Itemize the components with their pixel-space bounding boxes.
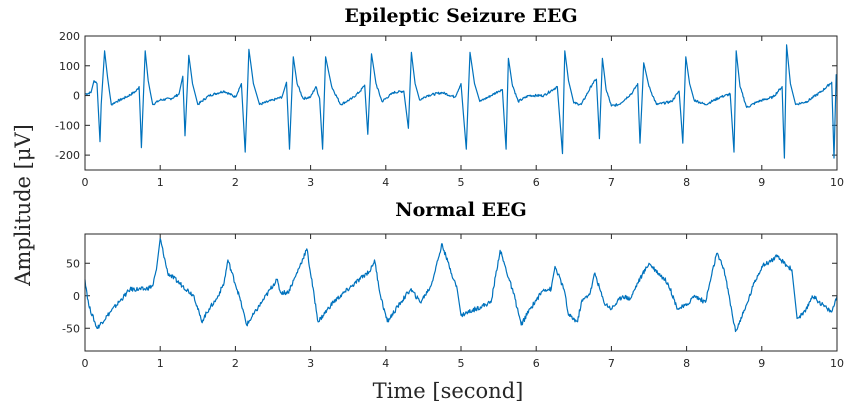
x-tick-label: 7 (608, 357, 615, 370)
x-tick-label: 8 (683, 357, 690, 370)
x-tick-label: 2 (232, 176, 239, 189)
x-tick-label: 2 (232, 357, 239, 370)
x-tick-label: 3 (307, 176, 314, 189)
x-tick-label: 5 (458, 357, 465, 370)
seizure-eeg-axes (84, 35, 838, 171)
normal-eeg-axes (84, 233, 838, 352)
x-tick-label: 0 (82, 357, 89, 370)
x-tick-label: 7 (608, 176, 615, 189)
x-tick-label: 1 (157, 176, 164, 189)
normal-eeg-panel: Normal EEG 0 1 2 3 4 5 6 7 8 9 10 50 0 -50 (62, 199, 844, 370)
x-tick-label: 9 (758, 357, 765, 370)
seizure-eeg-ticks: 0 1 2 3 4 5 6 7 8 9 10 200 100 0 -100 -200 (55, 30, 844, 189)
x-tick-label: 4 (382, 357, 389, 370)
x-tick-label: 6 (533, 176, 540, 189)
y-tick-label: 0 (73, 90, 80, 103)
x-tick-label: 10 (830, 176, 844, 189)
y-tick-label: 100 (59, 60, 80, 73)
normal-eeg-trace (84, 238, 838, 333)
y-tick-label: 50 (66, 257, 80, 270)
seizure-eeg-panel: Epileptic Seizure EEG 0 1 2 3 4 5 6 7 8 9 10 200 100… (55, 5, 844, 189)
x-tick-label: 4 (382, 176, 389, 189)
y-tick-label: -200 (55, 149, 80, 162)
x-tick-label: 0 (82, 176, 89, 189)
x-tick-label: 8 (683, 176, 690, 189)
y-axis-label: Amplitude [μV] (11, 124, 35, 287)
normal-eeg-ticks: 0 1 2 3 4 5 6 7 8 9 10 50 0 -50 (62, 234, 844, 370)
y-tick-label: 0 (73, 290, 80, 303)
x-tick-label: 6 (533, 357, 540, 370)
x-tick-label: 5 (458, 176, 465, 189)
seizure-eeg-trace (84, 44, 838, 159)
seizure-eeg-title: Epileptic Seizure EEG (344, 5, 577, 27)
y-tick-label: 200 (59, 30, 80, 43)
y-tick-label: -100 (55, 119, 80, 132)
x-tick-label: 10 (830, 357, 844, 370)
y-tick-label: -50 (62, 322, 80, 335)
x-tick-label: 3 (307, 357, 314, 370)
x-axis-label: Time [second] (373, 379, 524, 403)
x-tick-label: 9 (758, 176, 765, 189)
x-tick-label: 1 (157, 357, 164, 370)
normal-eeg-title: Normal EEG (395, 199, 527, 221)
